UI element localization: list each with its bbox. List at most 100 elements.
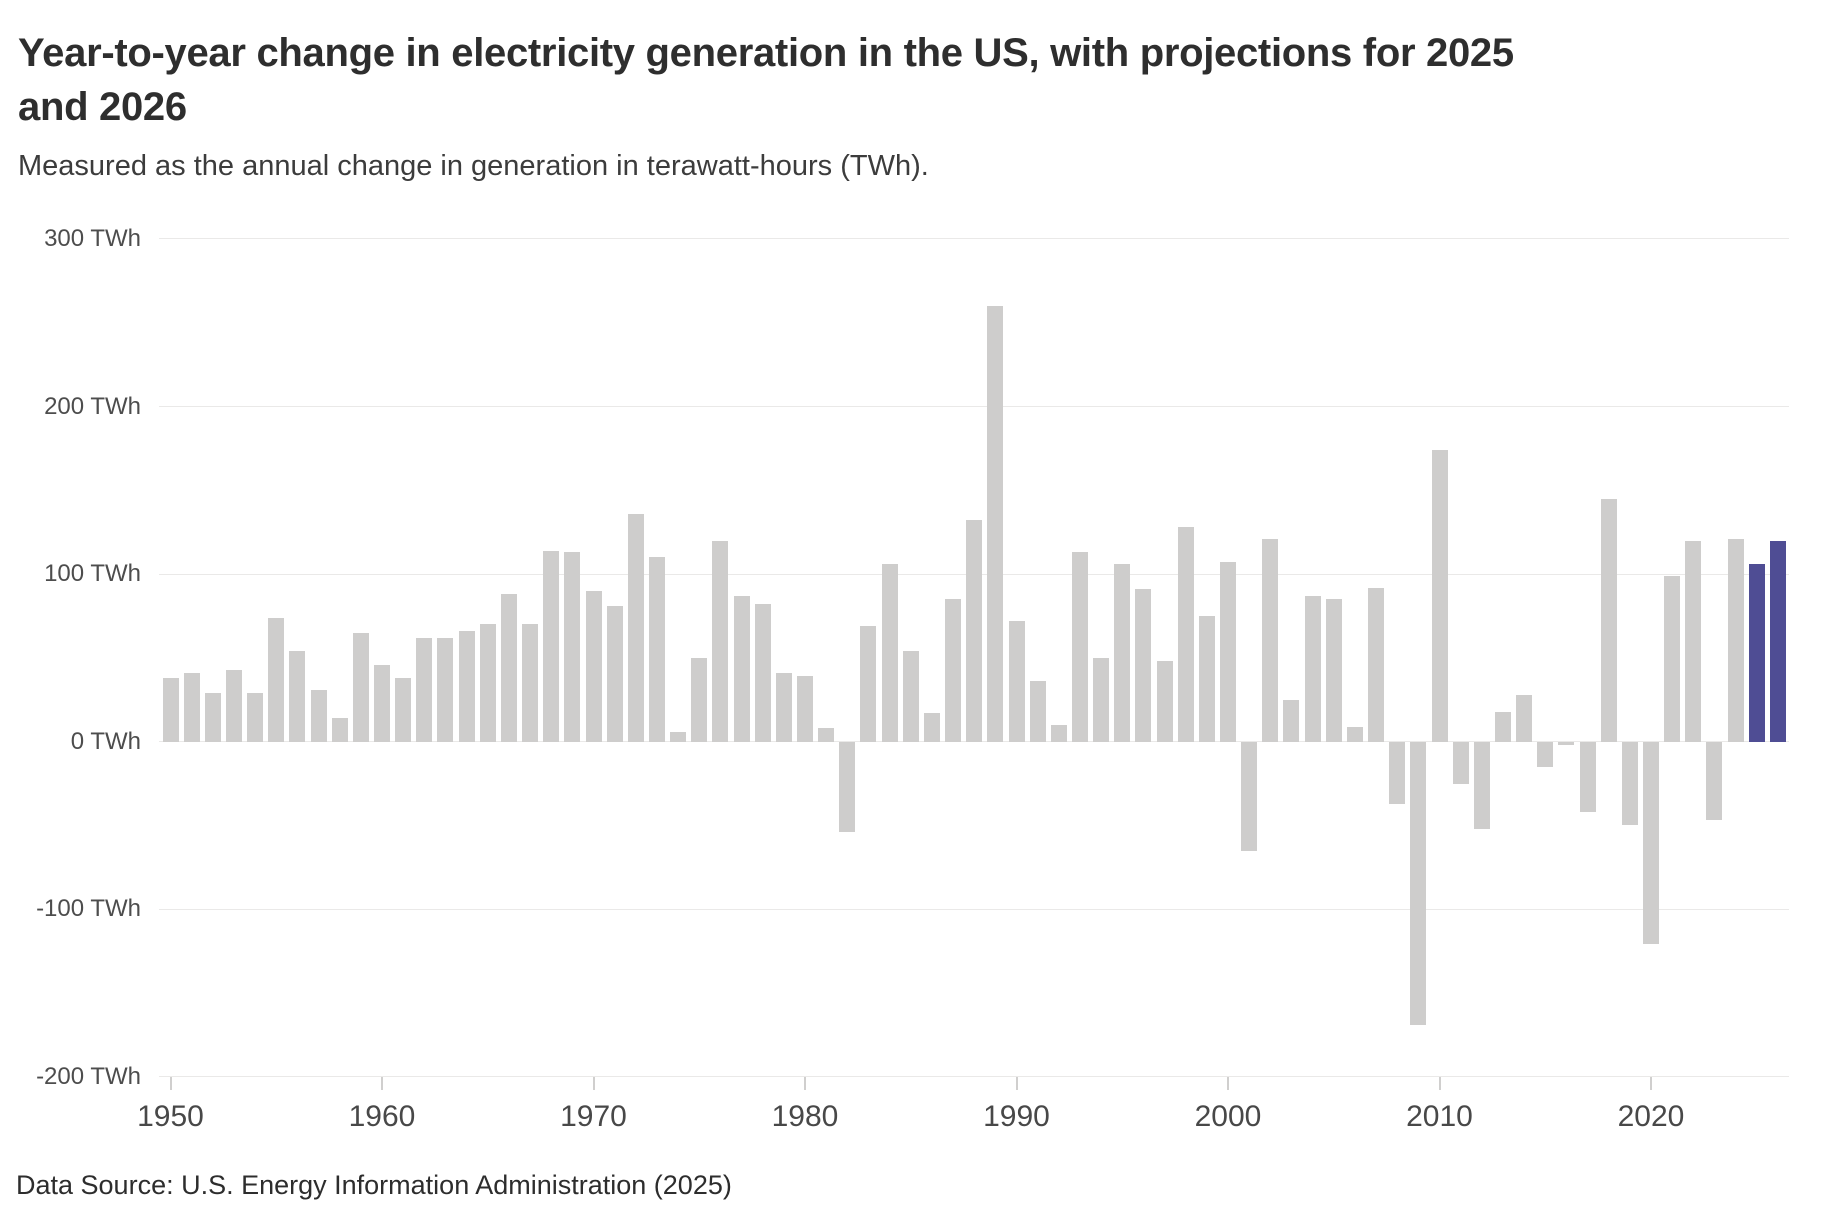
bar-1965 [479,624,496,742]
bar-1993 [1071,552,1088,742]
x-tick-label-2020: 2020 [1617,1100,1685,1133]
bar-2013 [1494,711,1511,742]
x-tick-label-2010: 2010 [1406,1100,1473,1133]
bar-2006 [1346,726,1363,742]
x-tick-2000 [1227,1076,1229,1090]
bar-1954 [247,693,264,742]
gridline--200 [159,1076,1789,1078]
bar-1950 [162,678,179,742]
bar-2004 [1304,595,1321,742]
bar-2000 [1220,562,1236,742]
data-source-note: Data Source: U.S. Energy Information Adm… [16,1170,732,1200]
y-tick-label-100: 100 TWh [44,560,141,588]
chart-title: Year-to-year change in electricity gener… [18,31,1514,129]
bar-2019 [1621,741,1638,826]
bar-1972 [627,513,644,742]
bar-1995 [1114,564,1131,742]
bar-1964 [458,631,475,742]
bar-1977 [733,595,750,742]
bar-1988 [966,520,983,742]
bar-1978 [754,604,771,742]
y-tick-label-300: 300 TWh [44,224,141,252]
gridline-0 [159,741,1789,743]
bar-1983 [860,626,877,742]
x-tick-label-1960: 1960 [348,1100,416,1133]
bar-1968 [543,550,560,742]
bar-1976 [712,540,729,742]
y-tick-label-0: 0 TWh [70,727,141,755]
bar-1982 [839,741,856,833]
x-tick-label-1990: 1990 [983,1100,1050,1133]
x-tick-label-2000: 2000 [1194,1100,1262,1133]
bar-2022 [1685,540,1702,742]
x-tick-1950 [169,1076,172,1090]
bar-2011 [1452,741,1469,784]
bar-1974 [670,731,687,742]
bar-1960 [374,664,390,742]
bar-2025 [1748,564,1765,742]
x-tick-1960 [381,1076,383,1090]
bar-1998 [1177,527,1194,742]
y-tick-label--200: -200 TWh [36,1062,141,1090]
bar-1955 [268,617,285,742]
bar-1969 [564,552,581,742]
bar-1958 [331,718,348,742]
gridline-200 [159,406,1789,408]
bar-1980 [797,676,813,742]
bar-1962 [416,637,433,742]
bar-1961 [395,678,412,742]
bar-2005 [1325,599,1342,742]
bar-1989 [987,305,1004,742]
bar-2012 [1473,741,1490,829]
bar-1999 [1198,616,1215,742]
chart-subtitle: Measured as the annual change in generat… [18,150,929,182]
bar-1956 [289,651,306,742]
bar-1951 [183,672,200,742]
bar-1991 [1029,681,1046,742]
bar-2024 [1727,538,1744,742]
x-tick-1970 [592,1076,595,1090]
y-tick-label-200: 200 TWh [44,392,141,420]
bar-1984 [881,564,898,742]
gridline--100 [159,908,1789,910]
bar-1992 [1050,724,1067,742]
bar-1979 [775,672,792,742]
bar-2009 [1410,741,1427,1025]
bar-1966 [500,594,517,742]
bar-2023 [1706,741,1723,821]
bar-2016 [1558,741,1575,746]
bar-2001 [1241,741,1258,851]
bar-1971 [606,605,623,742]
x-tick-2010 [1438,1076,1441,1090]
bar-1963 [437,637,454,742]
bar-1994 [1093,657,1110,742]
bar-1970 [585,590,602,742]
bar-2017 [1579,741,1596,813]
bar-1986 [923,713,940,742]
bar-2021 [1664,575,1681,742]
x-tick-1990 [1015,1076,1018,1090]
bar-2018 [1600,498,1617,742]
bar-1990 [1008,621,1025,742]
bar-1967 [522,624,539,742]
bar-2003 [1283,699,1300,742]
x-tick-2020 [1650,1076,1652,1090]
bar-2007 [1368,587,1385,742]
bar-1997 [1156,661,1173,742]
bar-2008 [1389,741,1406,804]
bar-2014 [1516,694,1533,742]
bar-1953 [225,669,242,742]
bar-1959 [352,632,369,742]
x-tick-label-1950: 1950 [137,1100,204,1133]
bar-1981 [818,728,835,742]
bar-2002 [1262,538,1279,742]
bar-1975 [691,657,708,742]
bar-1973 [648,557,665,742]
x-tick-label-1970: 1970 [560,1100,627,1133]
bar-1985 [902,651,919,742]
bar-2026 [1769,540,1786,742]
bar-1957 [310,689,327,742]
bar-1996 [1135,589,1152,742]
gridline-300 [159,238,1789,240]
